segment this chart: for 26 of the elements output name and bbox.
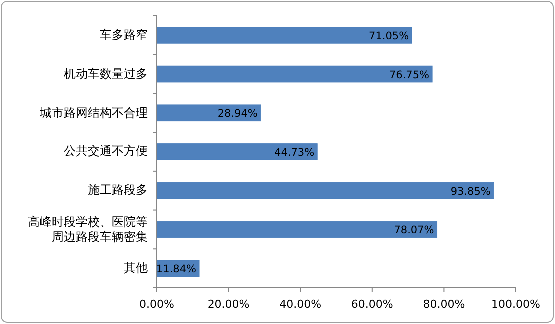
bar [156, 221, 438, 238]
data-label: 28.94% [218, 108, 258, 120]
y-tick-label: 机动车数量过多 [64, 66, 148, 82]
y-tick-label: 其他 [124, 261, 148, 276]
data-label: 93.85% [450, 186, 491, 198]
y-tick-label: 公共交通不方便 [64, 144, 148, 160]
y-tick-label: 城市路网结构不合理 [40, 106, 148, 121]
bar [156, 104, 262, 122]
x-tick-label: 80.00% [423, 298, 466, 311]
bar [156, 182, 494, 200]
data-label: 71.05% [369, 30, 410, 42]
x-tick-label: 40.00% [280, 298, 322, 311]
bar [156, 66, 433, 83]
y-tick-label: 车多路窄 [100, 28, 148, 43]
y-tick-label: 施工路段多 [88, 183, 148, 198]
x-tick-label: 0.00% [140, 298, 174, 311]
data-label: 76.75% [389, 69, 430, 82]
bar [156, 27, 412, 44]
data-label: 11.84% [156, 264, 197, 276]
data-label: 44.73% [274, 147, 315, 159]
data-label: 78.07% [394, 224, 434, 237]
x-tick-label: 20.00% [208, 298, 250, 311]
y-tick-label: 高峰时段学校、医院等周边路段车辆密集 [27, 214, 148, 245]
x-tick-label: 60.00% [351, 298, 394, 311]
x-tick-label: 100.00% [492, 298, 540, 311]
bar [156, 144, 318, 160]
